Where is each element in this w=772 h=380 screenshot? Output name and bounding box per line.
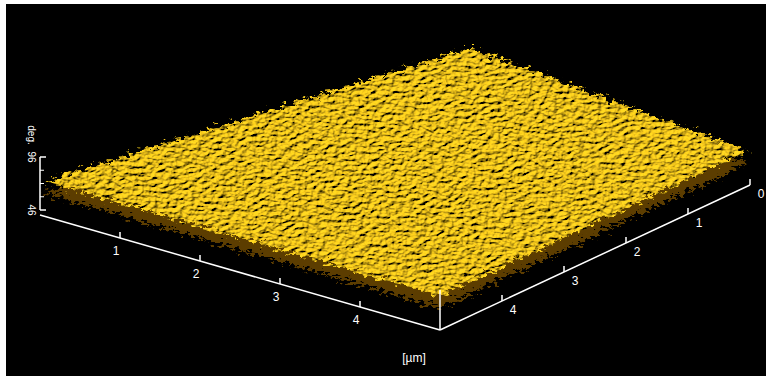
y-tick-label: 1: [696, 216, 703, 230]
corner-line: [439, 290, 441, 330]
y-tick: [687, 208, 689, 214]
x-axis: [40, 215, 440, 330]
x-tick: [359, 301, 361, 307]
z-tick-label: 46: [26, 204, 37, 216]
z-tick-label: 96: [26, 151, 37, 163]
y-axis: [440, 185, 750, 330]
surface: [44, 48, 748, 296]
x-tick: [199, 255, 201, 261]
z-tick: [40, 209, 46, 211]
y-tick-label: 3: [572, 274, 579, 288]
background: [6, 4, 766, 376]
x-tick: [279, 278, 281, 284]
z-minor-tick: [40, 183, 44, 184]
x-title: [µm]: [402, 351, 426, 365]
y-tick: [625, 237, 627, 243]
z-minor-tick: [40, 170, 44, 171]
x-tick-label: 3: [273, 290, 280, 304]
y-tick-label: 2: [634, 245, 641, 259]
y-tick-label: 0: [758, 187, 765, 201]
y-tick: [501, 295, 503, 301]
x-tick-label: 2: [193, 267, 200, 281]
z-minor-tick: [40, 196, 44, 197]
y-tick: [749, 179, 751, 185]
z-title: deg.: [26, 125, 37, 144]
x-tick-label: 1: [113, 244, 120, 258]
chart: 1 2 3 4 0 1 2 3 4 46 96 deg. [µm]: [0, 0, 772, 380]
x-tick: [119, 232, 121, 238]
x-tick-label: 4: [353, 313, 360, 327]
y-tick: [563, 266, 565, 272]
y-tick-label: 4: [510, 303, 517, 317]
z-tick: [40, 156, 46, 158]
